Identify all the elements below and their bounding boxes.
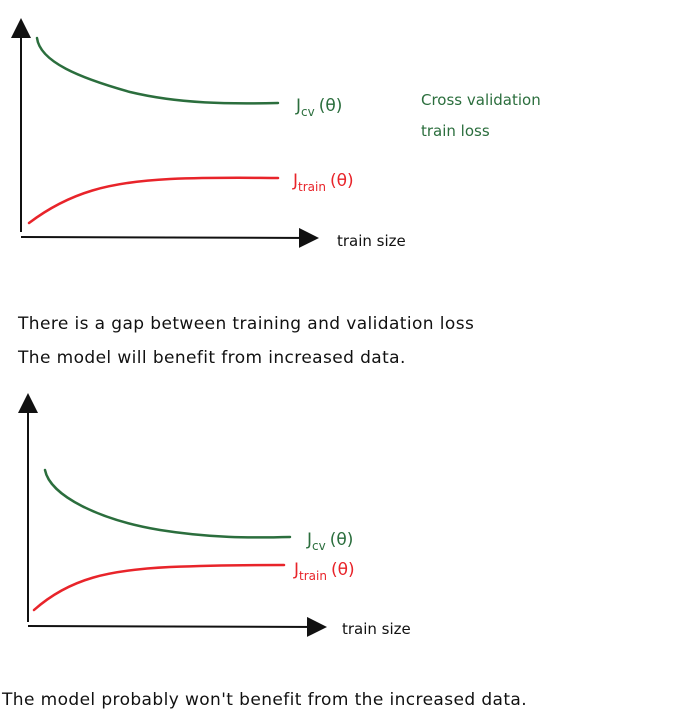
caption-1-line-1: There is a gap between training and vali…	[18, 314, 475, 334]
x-axis-label-2: train size	[342, 620, 411, 638]
cv-curve-label-1: Jcv (θ)	[295, 96, 342, 119]
cv-curve-label-2: Jcv (θ)	[306, 530, 353, 553]
legend-line-2: train loss	[421, 122, 490, 140]
cv-loss-curve-1	[35, 36, 280, 105]
caption-1-line-2: The model will benefit from increased da…	[18, 348, 406, 368]
x-axis-2	[27, 616, 327, 637]
train-curve-label-2: Jtrain (θ)	[293, 560, 355, 583]
cv-loss-curve-2	[43, 468, 292, 539]
train-curve-label-1: Jtrain (θ)	[292, 171, 354, 194]
train-loss-curve-1	[27, 176, 280, 225]
x-axis-label-1: train size	[337, 232, 406, 250]
legend-line-1: Cross validation	[421, 91, 541, 109]
x-axis-1	[20, 227, 319, 248]
diagram-1: train size Jcv (θ) Jtrain (θ) Cross valida…	[10, 18, 541, 250]
diagram-2: train size Jcv (θ) Jtrain (θ)	[18, 393, 411, 638]
train-loss-curve-2	[32, 563, 286, 612]
caption-2: The model probably won't benefit from th…	[2, 690, 528, 710]
